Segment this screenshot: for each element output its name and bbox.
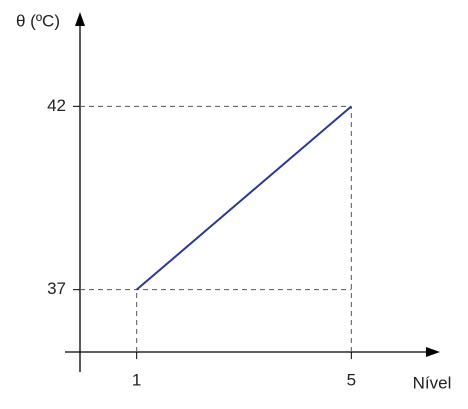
y-axis-label: θ (ºC) bbox=[16, 11, 60, 30]
x-axis-label: Nível bbox=[413, 373, 452, 392]
data-line bbox=[136, 105, 352, 291]
x-tick-label: 5 bbox=[347, 370, 356, 389]
y-tick-label: 42 bbox=[47, 96, 66, 115]
y-tick-label: 37 bbox=[47, 279, 66, 298]
y-axis-arrow bbox=[75, 12, 85, 26]
x-axis-arrow bbox=[426, 347, 440, 357]
x-tick-label: 1 bbox=[132, 370, 141, 389]
